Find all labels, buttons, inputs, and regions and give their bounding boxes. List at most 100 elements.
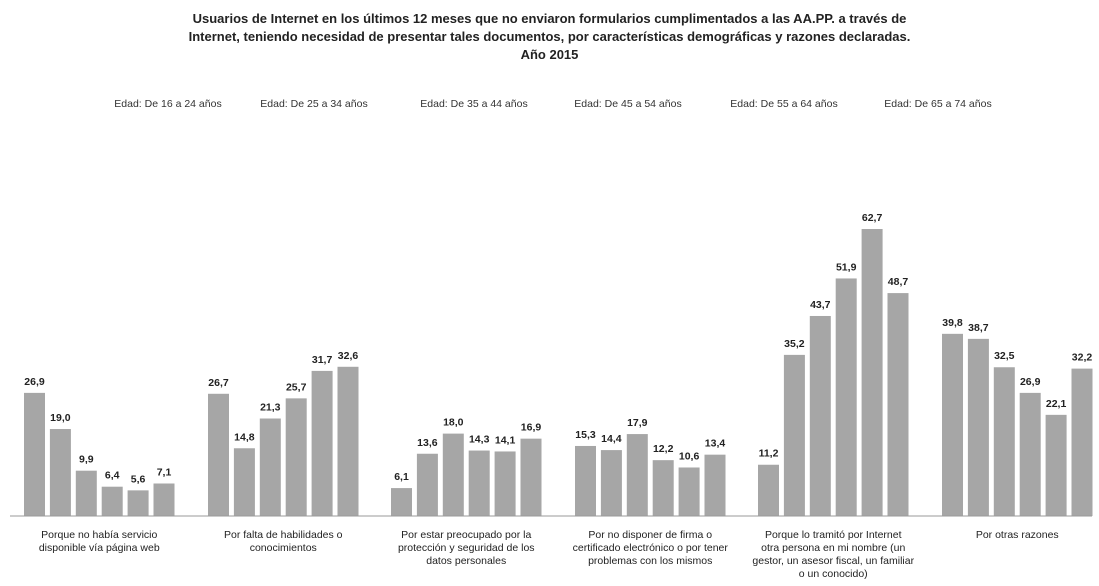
data-label: 14,8	[234, 431, 255, 443]
category-label-line: Porque lo tramitó por Internet	[765, 529, 902, 541]
data-label: 31,7	[312, 354, 333, 366]
data-label: 35,2	[784, 338, 805, 350]
category-label: Porque no había servicio disponible vía p…	[39, 529, 160, 554]
data-label: 39,8	[942, 317, 963, 329]
data-label: 19,0	[50, 412, 71, 424]
category-label-line: certificado electrónico o por tener	[573, 542, 729, 554]
category-label-line: Por falta de habilidades o	[224, 529, 343, 541]
data-label: 43,7	[810, 299, 831, 311]
data-label: 32,2	[1072, 352, 1093, 364]
category-label-line: Por otras razones	[976, 529, 1059, 541]
bar	[101, 486, 123, 516]
bar	[942, 333, 963, 516]
category-label-line: gestor, un asesor fiscal, un familiar	[752, 555, 914, 567]
bar	[391, 488, 412, 516]
data-label: 18,0	[443, 417, 464, 429]
bar	[783, 354, 805, 516]
bar	[520, 438, 542, 516]
bar	[678, 467, 700, 516]
bar	[259, 418, 281, 516]
category-label-line: otra persona en mi nombre (un	[761, 542, 905, 554]
bar	[993, 367, 1015, 516]
category-label-line: datos personales	[426, 555, 506, 567]
data-label: 9,9	[79, 454, 94, 466]
data-label: 14,4	[601, 433, 622, 445]
data-label: 14,1	[495, 434, 516, 446]
series-label-4: Edad: De 45 a 54 años	[574, 98, 681, 110]
data-label: 62,7	[862, 212, 883, 224]
bar	[494, 451, 516, 516]
data-label: 51,9	[836, 261, 857, 273]
chart-title-line-2: Internet, teniendo necesidad de presenta…	[188, 29, 911, 44]
category-label-line: conocimientos	[250, 542, 317, 554]
bar	[887, 293, 909, 516]
category-label-line: o un conocido)	[799, 568, 868, 580]
series-label-3: Edad: De 35 a 44 años	[420, 98, 527, 110]
data-label: 38,7	[968, 322, 989, 334]
data-label: 32,6	[338, 350, 359, 362]
series-label-6: Edad: De 65 a 74 años	[884, 98, 991, 110]
bar	[575, 445, 596, 516]
data-label: 7,1	[157, 467, 172, 479]
bar	[758, 464, 779, 516]
category-label-line: Por no disponer de firma o	[588, 529, 712, 541]
bar	[704, 454, 726, 516]
data-label: 32,5	[994, 350, 1015, 362]
bar	[49, 429, 71, 516]
bar	[285, 398, 307, 516]
data-label: 5,6	[131, 473, 146, 485]
data-label: 15,3	[575, 429, 596, 441]
bar	[1071, 368, 1093, 516]
bar	[652, 460, 674, 516]
data-label: 26,9	[24, 376, 45, 388]
bar	[809, 315, 831, 516]
chart-title-line-3: Año 2015	[520, 47, 579, 62]
category-label: Porque lo tramitó por Internet otra perso…	[752, 529, 914, 580]
data-label: 22,1	[1046, 398, 1067, 410]
chart-title-line-1: Usuarios de Internet en los últimos 12 m…	[192, 11, 907, 26]
bar	[1045, 414, 1067, 516]
bar	[626, 434, 648, 516]
category-label-line: disponible vía página web	[39, 542, 160, 554]
data-label: 6,4	[105, 470, 120, 482]
bar	[337, 366, 359, 516]
bar	[416, 453, 438, 516]
data-label: 6,1	[394, 471, 409, 483]
bar	[311, 370, 333, 516]
bar	[600, 450, 622, 516]
category-label: Por otras razones	[976, 529, 1059, 541]
bar	[442, 433, 464, 516]
bar	[967, 338, 989, 516]
category-label: Por no disponer de firma o certificado el…	[573, 529, 729, 567]
bar	[1019, 392, 1041, 516]
series-label-2: Edad: De 25 a 34 años	[260, 98, 367, 110]
category-label-line: problemas con los mismos	[588, 555, 712, 567]
data-label: 26,9	[1020, 376, 1041, 388]
category-label: Por falta de habilidades o conocimientos	[224, 529, 343, 554]
bar	[127, 490, 149, 516]
data-label: 48,7	[888, 276, 909, 288]
bar	[208, 393, 229, 516]
data-label: 13,6	[417, 437, 438, 449]
data-label: 13,4	[705, 438, 726, 450]
bar	[75, 470, 97, 516]
bar	[153, 483, 175, 516]
series-label-5: Edad: De 55 a 64 años	[730, 98, 837, 110]
bar	[861, 229, 883, 517]
data-label: 14,3	[469, 434, 490, 446]
bar	[468, 450, 490, 516]
data-label: 17,9	[627, 417, 648, 429]
category-label-line: protección y seguridad de los	[398, 542, 535, 554]
bar	[24, 392, 45, 516]
data-label: 26,7	[208, 377, 229, 389]
data-label: 21,3	[260, 402, 281, 414]
data-label: 25,7	[286, 381, 307, 393]
data-label: 11,2	[759, 448, 779, 460]
data-label: 16,9	[521, 422, 542, 434]
series-label-1: Edad: De 16 a 24 años	[114, 98, 221, 110]
category-label: Por estar preocupado por la protección y …	[398, 529, 535, 567]
bar	[835, 278, 857, 516]
category-label-line: Porque no había servicio	[41, 529, 157, 541]
